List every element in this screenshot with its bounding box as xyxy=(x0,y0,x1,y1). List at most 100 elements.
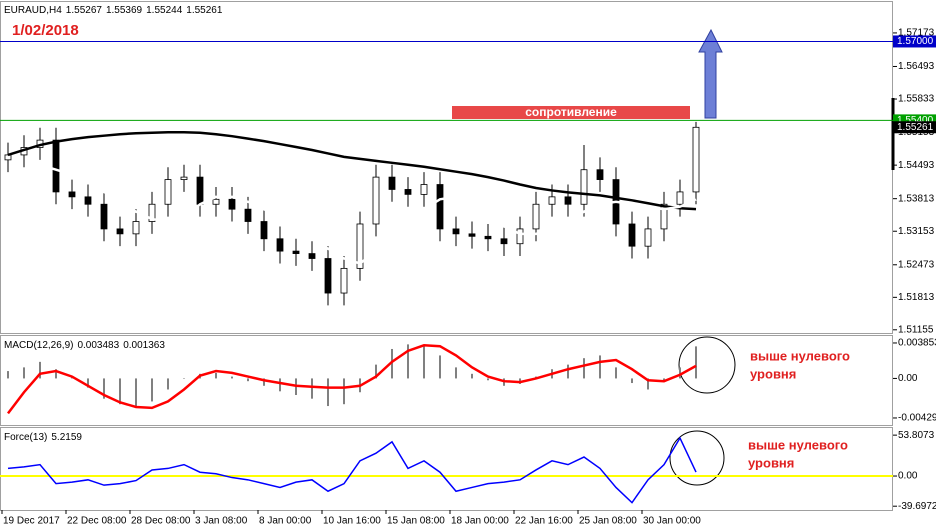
macd-bar xyxy=(375,364,377,379)
macd-bar xyxy=(439,355,441,379)
macd-bar xyxy=(695,346,697,379)
macd-bar xyxy=(135,378,137,407)
candle-body xyxy=(692,126,700,193)
candle-body xyxy=(388,176,396,190)
macd-bar xyxy=(455,367,457,379)
x-tick-label: 8 Jan 00:00 xyxy=(259,516,312,527)
candle-body xyxy=(468,233,476,237)
macd-bar xyxy=(23,367,25,379)
symbol-header: EURAUD,H4 1.55267 1.55369 1.55244 1.55261 xyxy=(4,5,223,16)
candle-body xyxy=(180,176,188,180)
macd-bar xyxy=(247,378,249,382)
candle-body xyxy=(260,221,268,240)
candle-body xyxy=(100,203,108,230)
x-tick-label: 15 Jan 08:00 xyxy=(387,516,445,527)
candle-body xyxy=(372,176,380,225)
candle-body xyxy=(244,208,252,222)
symbol: EURAUD,H4 xyxy=(4,5,62,16)
candle-body xyxy=(164,179,172,205)
y-tick-label: -0.004296 xyxy=(898,413,936,424)
macd-panel xyxy=(0,335,893,426)
macd-bar xyxy=(423,345,425,379)
macd-bar xyxy=(215,372,217,379)
candle-body xyxy=(356,223,364,269)
candle-body xyxy=(628,223,636,247)
highlight-circle xyxy=(678,336,736,394)
indicator-name: Force(13) xyxy=(4,432,47,443)
candle-body xyxy=(484,235,492,240)
macd-bar xyxy=(343,378,345,405)
last-price-tag xyxy=(893,121,936,134)
x-tick-label: 30 Jan 00:00 xyxy=(643,516,701,527)
y-tick-label: 1.55833 xyxy=(898,94,935,105)
x-tick-label: 19 Dec 2017 xyxy=(3,516,60,527)
date-label: 1/02/2018 xyxy=(12,22,79,39)
y-tick-label: 1.53813 xyxy=(898,193,935,204)
candle-body xyxy=(212,198,220,205)
y-tick-label: 1.52473 xyxy=(898,259,935,270)
y-tick-label: 1.57173 xyxy=(898,28,935,39)
y-tick-label: -39.6972 xyxy=(898,501,936,512)
candle-body xyxy=(452,228,460,235)
y-tick-label: 1.54493 xyxy=(898,160,935,171)
macd-bar xyxy=(311,378,313,399)
candle-body xyxy=(84,196,92,205)
candle-body xyxy=(292,250,300,254)
candle-body xyxy=(596,169,604,180)
candle-body xyxy=(420,184,428,195)
macd-bar xyxy=(183,378,185,379)
x-tick-label: 18 Jan 00:00 xyxy=(451,516,509,527)
up-arrow xyxy=(698,28,723,119)
annotation: выше нулевого xyxy=(748,437,848,452)
candle-body xyxy=(276,238,284,252)
annotation: уровня xyxy=(750,366,796,381)
macd-bar xyxy=(471,373,473,379)
candle-body xyxy=(68,191,76,198)
y-tick-label: 53.8073 xyxy=(898,430,935,441)
candle-body xyxy=(196,176,204,205)
moving-average xyxy=(39,163,697,265)
candle-body xyxy=(660,203,668,230)
x-tick-label: 22 Dec 08:00 xyxy=(67,516,127,527)
candle-body xyxy=(132,221,140,235)
signal-line xyxy=(7,344,697,415)
indicator-name: MACD(12,26,9) xyxy=(4,340,73,351)
x-tick-label: 25 Jan 08:00 xyxy=(579,516,637,527)
candle-body xyxy=(308,253,316,259)
moving-average xyxy=(7,130,697,211)
x-tick-label: 10 Jan 16:00 xyxy=(323,516,381,527)
force-header: Force(13) 5.2159 xyxy=(4,432,82,443)
readout: 5.2159 xyxy=(51,432,82,443)
x-tick-label: 3 Jan 08:00 xyxy=(195,516,248,527)
macd-header: MACD(12,26,9) 0.003483 0.001363 xyxy=(4,340,165,351)
quote: 1.55244 xyxy=(146,5,183,16)
macd-bar xyxy=(231,376,233,379)
macd-bar xyxy=(647,378,649,390)
readout: 0.003483 xyxy=(77,340,119,351)
macd-bar xyxy=(663,378,665,381)
candle-body xyxy=(324,258,332,294)
quote: 1.55369 xyxy=(106,5,143,16)
candle-body xyxy=(564,196,572,205)
macd-bar xyxy=(39,361,41,379)
macd-bar xyxy=(487,378,489,381)
macd-bar xyxy=(7,371,9,379)
candle-body xyxy=(644,228,652,247)
quote: 1.55267 xyxy=(66,5,103,16)
macd-bar xyxy=(103,378,105,399)
x-tick-label: 22 Jan 16:00 xyxy=(515,516,573,527)
resistance-label: сопротивление xyxy=(525,105,617,119)
macd-bar xyxy=(615,367,617,379)
macd-bar xyxy=(631,378,633,384)
y-tick-label: 0.003853 xyxy=(898,338,936,349)
highlight-circle xyxy=(669,430,725,486)
quote: 1.55261 xyxy=(186,5,223,16)
macd-bar xyxy=(327,378,329,407)
macd-bar xyxy=(167,378,169,390)
macd-bar xyxy=(567,364,569,379)
candle-body xyxy=(676,191,684,205)
candle-body xyxy=(404,189,412,195)
macd-bar xyxy=(119,378,121,405)
force-line xyxy=(7,436,697,504)
